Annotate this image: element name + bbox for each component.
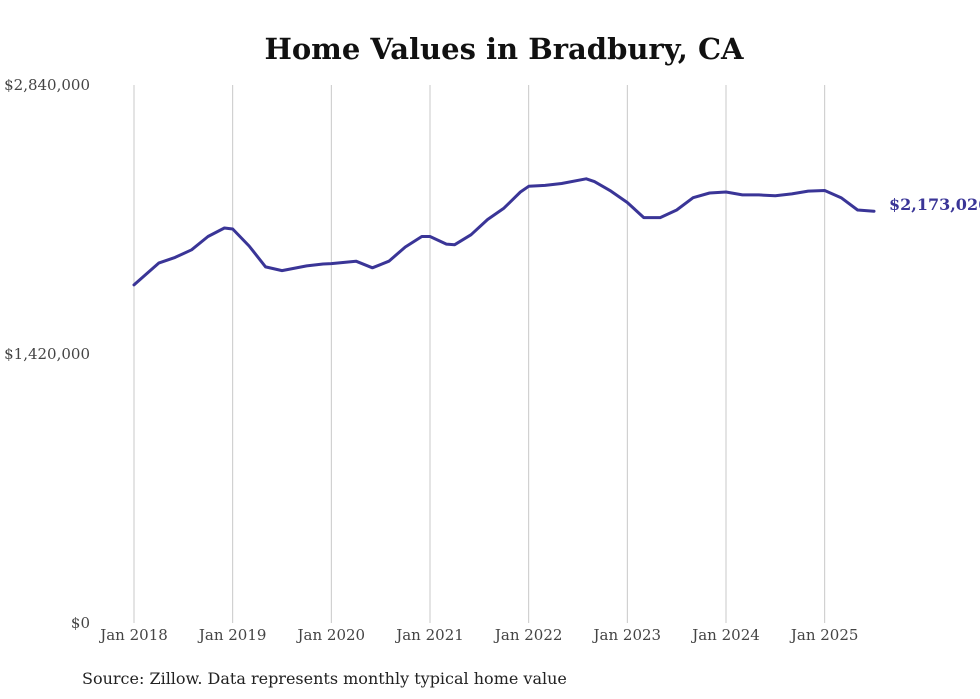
x-axis-ticks: Jan 2018 Jan 2019 Jan 2020 Jan 2021 Jan 2022…: [98, 626, 858, 644]
x-tick-label: Jan 2020: [296, 626, 366, 644]
series-line: [132, 177, 876, 287]
y-tick-label: $1,420,000: [4, 345, 90, 363]
x-tick-label: Jan 2019: [197, 626, 267, 644]
y-axis-ticks: $0 $1,420,000 $2,840,000: [4, 76, 90, 632]
x-tick-label: Jan 2024: [690, 626, 760, 644]
source-note: Source: Zillow. Data represents monthly …: [82, 669, 567, 688]
y-tick-label: $0: [71, 614, 90, 632]
end-value-label: $2,173,026: [889, 195, 980, 214]
x-tick-label: Jan 2021: [394, 626, 464, 644]
y-tick-label: $2,840,000: [4, 76, 90, 94]
x-tick-label: Jan 2025: [789, 626, 859, 644]
series-layer: [132, 177, 876, 287]
gridlines: [133, 85, 826, 623]
x-tick-label: Jan 2023: [592, 626, 662, 644]
chart-title: Home Values in Bradbury, CA: [264, 32, 744, 66]
x-tick-label: Jan 2018: [98, 626, 168, 644]
x-tick-label: Jan 2022: [493, 626, 563, 644]
